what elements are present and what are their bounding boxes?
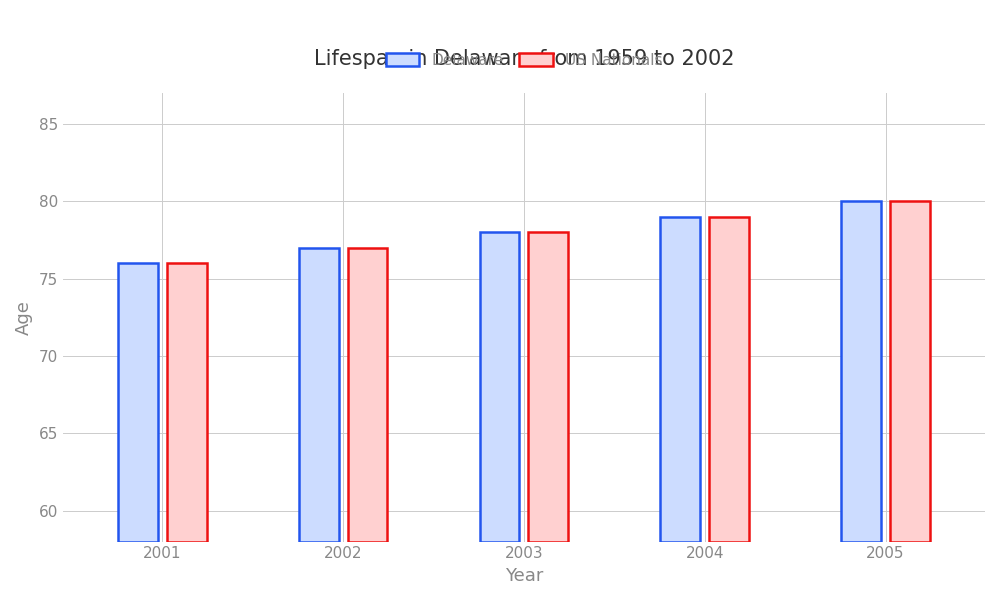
X-axis label: Year: Year — [505, 567, 543, 585]
Bar — [348, 248, 387, 542]
Bar — [118, 263, 158, 542]
Bar — [709, 217, 749, 542]
Bar — [167, 263, 207, 542]
Legend: Delaware, US Nationals: Delaware, US Nationals — [379, 47, 668, 74]
Bar — [890, 201, 930, 542]
Bar — [660, 217, 700, 542]
Bar — [528, 232, 568, 542]
Title: Lifespan in Delaware from 1959 to 2002: Lifespan in Delaware from 1959 to 2002 — [314, 49, 734, 69]
Bar — [841, 201, 881, 542]
Bar — [299, 248, 339, 542]
Bar — [480, 232, 519, 542]
Y-axis label: Age: Age — [15, 300, 33, 335]
